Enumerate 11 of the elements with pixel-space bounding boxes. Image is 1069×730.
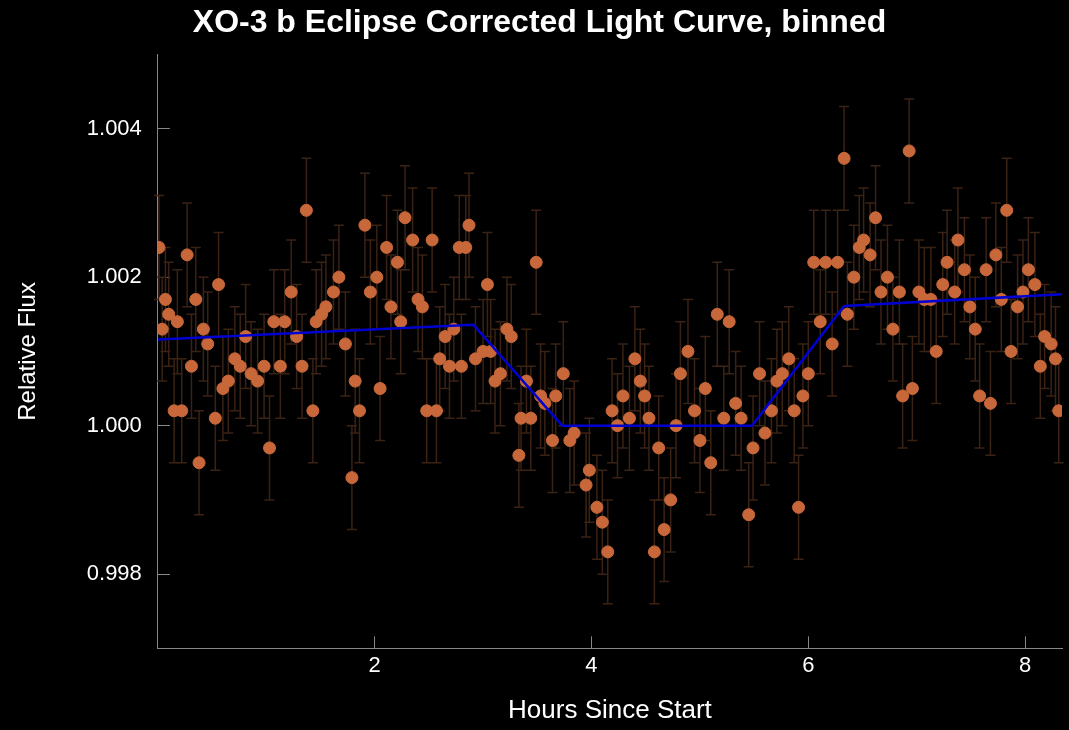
x-tick-label: 2 — [368, 651, 381, 677]
x-tick-label: 8 — [1019, 651, 1032, 677]
y-tick-label: 0.998 — [86, 560, 142, 586]
y-tick-label: 1.002 — [86, 263, 142, 289]
y-tick-label: 1.004 — [86, 114, 142, 140]
x-tick-label: 6 — [802, 651, 815, 677]
x-tick-label: 4 — [585, 651, 598, 677]
y-axis-title: Relative Flux — [13, 282, 41, 421]
y-tick-label: 1.000 — [86, 411, 142, 437]
x-axis-title: Hours Since Start — [508, 693, 713, 724]
chart-title: XO-3 b Eclipse Corrected Light Curve, binned — [192, 3, 887, 40]
